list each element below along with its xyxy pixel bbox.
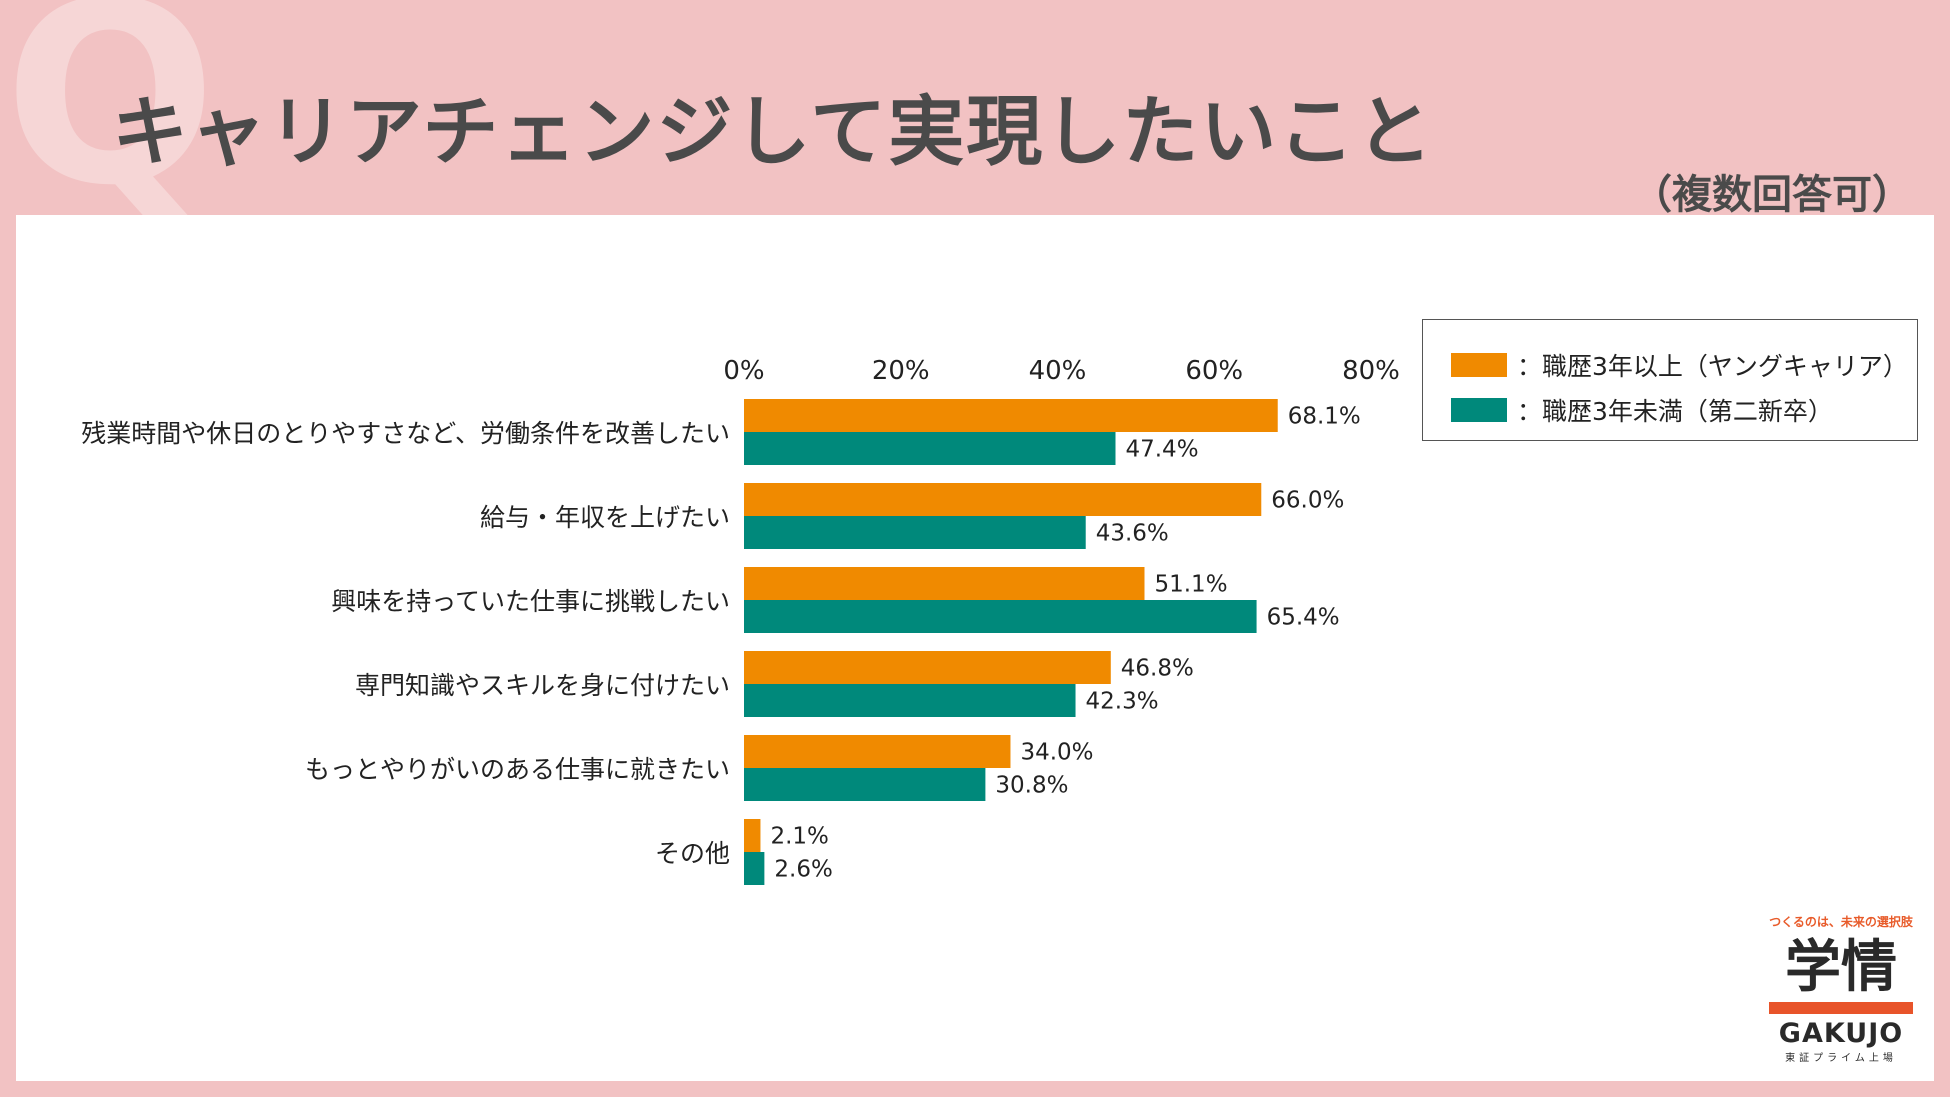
data-label: 66.0%	[1271, 488, 1344, 514]
legend: ：職歴3年以上（ヤングキャリア） ：職歴3年未満（第二新卒）	[1422, 319, 1918, 441]
legend-swatch	[1451, 398, 1507, 422]
bar-second-graduate	[744, 768, 986, 801]
data-label: 30.8%	[995, 773, 1068, 799]
chart-panel: 0% 20% 40% 60% 80% 残業時間や休日のとりやすさなど、労働条件を改善したい…	[16, 215, 1934, 1081]
logo-bar	[1769, 1002, 1913, 1015]
category-label: 給与・年収を上げたい	[480, 503, 730, 532]
bar-second-graduate	[744, 600, 1257, 633]
legend-label: ：職歴3年未満（第二新卒）	[1517, 397, 1833, 426]
bar-second-graduate	[744, 432, 1116, 465]
bar-young-career	[744, 483, 1262, 516]
legend-swatch	[1451, 353, 1507, 377]
page-title: キャリアチェンジして実現したいこと	[112, 87, 1435, 176]
x-tick-label: 80%	[1342, 356, 1400, 386]
x-tick-label: 20%	[872, 356, 930, 386]
bar-second-graduate	[744, 852, 765, 885]
bar-second-graduate	[744, 684, 1076, 717]
x-tick-label: 60%	[1185, 356, 1243, 386]
legend-item-series-0: ：職歴3年以上（ヤングキャリア）	[1451, 347, 1908, 383]
data-label: 2.6%	[774, 857, 832, 883]
x-tick-label: 0%	[723, 356, 764, 386]
logo-tagline: つくるのは、未来の選択肢	[1769, 915, 1913, 929]
bar-second-graduate	[744, 516, 1086, 549]
logo-kanji: 学情	[1785, 935, 1897, 1000]
data-label: 2.1%	[770, 824, 828, 850]
bar-chart: 0% 20% 40% 60% 80% 残業時間や休日のとりやすさなど、労働条件を改善したい…	[81, 356, 1400, 885]
category-label: 専門知識やスキルを身に付けたい	[355, 671, 730, 700]
data-label: 51.1%	[1154, 572, 1227, 598]
bar-young-career	[744, 819, 761, 852]
category-label: もっとやりがいのある仕事に就きたい	[305, 755, 730, 784]
page-subtitle: （複数回答可）	[1632, 172, 1912, 218]
category-label: 残業時間や休日のとりやすさなど、労働条件を改善したい	[81, 419, 730, 448]
bar-young-career	[744, 399, 1278, 432]
data-label: 34.0%	[1020, 740, 1093, 766]
bar-young-career	[744, 651, 1111, 684]
data-label: 68.1%	[1288, 404, 1361, 430]
legend-label: ：職歴3年以上（ヤングキャリア）	[1517, 352, 1908, 381]
bar-young-career	[744, 567, 1145, 600]
legend-item-series-1: ：職歴3年未満（第二新卒）	[1451, 392, 1833, 428]
x-tick-label: 40%	[1029, 356, 1087, 386]
category-label: 興味を持っていた仕事に挑戦したい	[331, 587, 730, 616]
category-label: その他	[655, 839, 730, 868]
logo-sub: 東証プライム上場	[1785, 1053, 1897, 1065]
data-label: 43.6%	[1096, 521, 1169, 547]
gakujo-logo: つくるのは、未来の選択肢 学情 GAKUJO 東証プライム上場	[1761, 913, 1921, 1064]
logo-name: GAKUJO	[1778, 1018, 1904, 1050]
data-label: 42.3%	[1086, 689, 1159, 715]
q-mark: Q	[4, 0, 217, 240]
data-label: 47.4%	[1125, 437, 1198, 463]
bar-young-career	[744, 735, 1011, 768]
data-label: 46.8%	[1121, 656, 1194, 682]
data-label: 65.4%	[1267, 605, 1340, 631]
